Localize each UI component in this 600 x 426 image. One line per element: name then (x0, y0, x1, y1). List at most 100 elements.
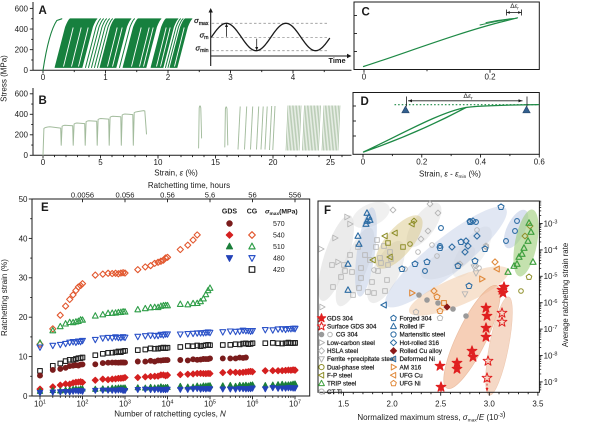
svg-text:30: 30 (19, 274, 28, 283)
svg-text:Deformed Ni: Deformed Ni (400, 356, 435, 363)
svg-text:10-6: 10-6 (544, 299, 558, 308)
svg-text:20: 20 (269, 158, 278, 167)
svg-text:B: B (39, 95, 47, 107)
svg-text:TRIP steel: TRIP steel (327, 381, 356, 388)
svg-text:2.0: 2.0 (387, 400, 399, 409)
svg-text:5: 5 (98, 158, 103, 167)
svg-text:0.4: 0.4 (475, 157, 487, 166)
svg-text:0: 0 (361, 157, 366, 166)
svg-text:0: 0 (24, 151, 29, 160)
svg-text:10-4: 10-4 (544, 246, 558, 255)
svg-text:200: 200 (15, 46, 29, 55)
svg-text:σmax(MPa): σmax(MPa) (265, 209, 298, 218)
svg-text:200: 200 (15, 131, 29, 140)
svg-text:Dual-phase steel: Dual-phase steel (327, 364, 374, 371)
svg-text:400: 400 (15, 110, 29, 119)
svg-text:0: 0 (23, 392, 28, 401)
svg-text:Stress (MPa): Stress (MPa) (0, 55, 9, 102)
svg-text:0.56: 0.56 (160, 190, 175, 199)
svg-text:2.5: 2.5 (435, 400, 447, 409)
svg-text:Rolled Cu alloy: Rolled Cu alloy (400, 348, 443, 355)
svg-text:103: 103 (119, 399, 131, 408)
svg-text:10-5: 10-5 (544, 272, 558, 281)
svg-text:50: 50 (19, 195, 28, 204)
svg-text:10-3: 10-3 (544, 219, 558, 228)
svg-text:Ratchetting time, hours: Ratchetting time, hours (148, 181, 230, 190)
svg-text:3: 3 (228, 73, 233, 82)
svg-text:510: 510 (273, 244, 285, 251)
svg-text:570: 570 (273, 221, 285, 228)
svg-text:0.2: 0.2 (416, 157, 428, 166)
svg-text:101: 101 (34, 399, 46, 408)
svg-text:Hot-rolled 316: Hot-rolled 316 (400, 340, 440, 347)
svg-text:UFG Ni: UFG Ni (400, 381, 421, 388)
svg-text:CG: CG (247, 209, 258, 216)
svg-text:C: C (362, 7, 370, 19)
svg-text:56: 56 (248, 190, 256, 199)
svg-text:D: D (361, 96, 369, 108)
svg-text:Low-carbon steel: Low-carbon steel (327, 340, 375, 347)
svg-text:10-7: 10-7 (544, 325, 558, 334)
svg-text:3.0: 3.0 (484, 400, 496, 409)
svg-text:F-P steel: F-P steel (327, 372, 352, 379)
svg-text:1: 1 (103, 73, 108, 82)
svg-text:107: 107 (289, 399, 301, 408)
svg-text:2: 2 (166, 73, 171, 82)
svg-text:Number of ratchetting cycles,: Number of ratchetting cycles, N (114, 409, 226, 418)
svg-text:40: 40 (19, 234, 28, 243)
svg-text:UFG Cu: UFG Cu (400, 372, 424, 379)
svg-text:Rolled IF: Rolled IF (400, 324, 425, 331)
svg-text:0.2: 0.2 (484, 72, 496, 81)
svg-text:Forged 304: Forged 304 (400, 315, 433, 322)
svg-text:Normalized maximum stress, σma: Normalized maximum stress, σmax/E (10-3) (357, 410, 506, 423)
svg-text:0.056: 0.056 (115, 190, 134, 199)
svg-text:400: 400 (15, 25, 29, 34)
svg-text:Time: Time (328, 56, 345, 65)
svg-text:540: 540 (273, 233, 285, 240)
svg-text:0: 0 (41, 158, 46, 167)
svg-text:Martensitic steel: Martensitic steel (400, 332, 446, 339)
svg-text:CG 304: CG 304 (336, 332, 358, 339)
svg-text:15: 15 (211, 158, 220, 167)
svg-text:Ferrite +precipitate steel: Ferrite +precipitate steel (327, 356, 395, 363)
svg-text:Surface GDS 304: Surface GDS 304 (327, 324, 377, 331)
svg-text:10: 10 (154, 158, 163, 167)
svg-text:3.5: 3.5 (532, 400, 544, 409)
svg-text:σmax: σmax (194, 16, 209, 27)
svg-text:105: 105 (204, 399, 216, 408)
svg-text:Strain, ε (%): Strain, ε (%) (154, 168, 198, 177)
svg-text:A: A (39, 5, 47, 17)
svg-text:102: 102 (77, 399, 89, 408)
svg-text:Ratchetting strain (%): Ratchetting strain (%) (0, 259, 9, 336)
svg-text:25: 25 (326, 158, 335, 167)
svg-text:10-8: 10-8 (544, 351, 558, 360)
svg-text:Average ratchetting strain rat: Average ratchetting strain rate (561, 243, 570, 347)
svg-text:600: 600 (15, 4, 29, 13)
svg-text:GDS: GDS (222, 209, 238, 216)
svg-text:Δεr: Δεr (463, 93, 473, 102)
svg-text:600: 600 (15, 90, 29, 99)
svg-text:4: 4 (291, 73, 296, 82)
svg-text:556: 556 (289, 190, 302, 199)
svg-text:F: F (324, 205, 331, 217)
svg-text:1.5: 1.5 (338, 400, 350, 409)
svg-text:0.0056: 0.0056 (71, 190, 94, 199)
svg-text:0: 0 (362, 72, 367, 81)
svg-text:420: 420 (273, 267, 285, 274)
svg-text:104: 104 (162, 399, 174, 408)
svg-text:0.6: 0.6 (534, 157, 546, 166)
svg-text:AM 316: AM 316 (400, 364, 422, 371)
svg-text:σmin: σmin (196, 43, 209, 54)
svg-text:5.6: 5.6 (205, 190, 216, 199)
svg-text:E: E (41, 202, 49, 214)
svg-text:CT Ti: CT Ti (327, 389, 342, 396)
svg-text:GDS 304: GDS 304 (327, 315, 353, 322)
svg-text:10-9: 10-9 (544, 378, 558, 387)
svg-text:Δεr: Δεr (510, 3, 519, 11)
svg-text:0: 0 (24, 66, 29, 75)
svg-text:0: 0 (41, 73, 46, 82)
svg-text:480: 480 (273, 256, 285, 263)
svg-text:Strain, ε - εmin (%): Strain, ε - εmin (%) (419, 169, 481, 180)
svg-text:HSLA steel: HSLA steel (327, 348, 358, 355)
svg-text:106: 106 (247, 399, 259, 408)
